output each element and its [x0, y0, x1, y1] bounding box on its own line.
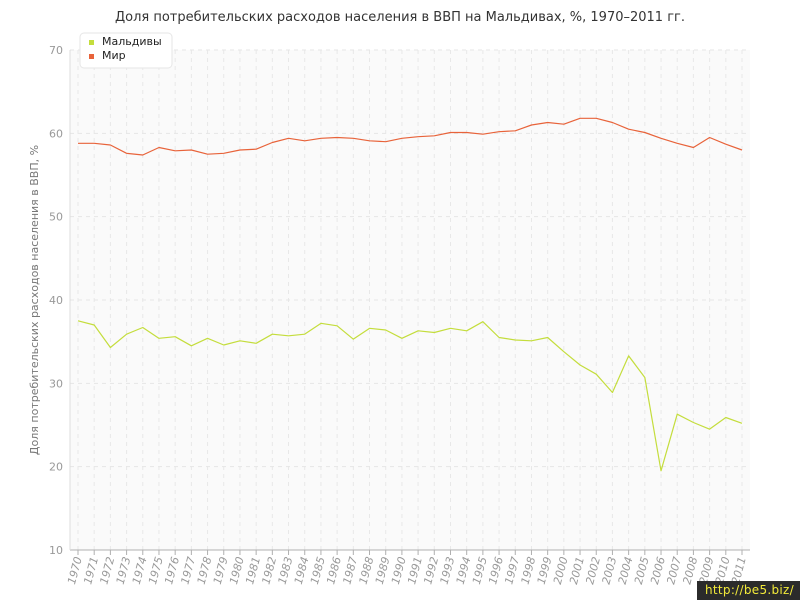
y-tick-label: 40: [49, 294, 63, 307]
legend-label: Мальдивы: [102, 35, 162, 48]
y-tick-label: 70: [49, 44, 63, 57]
chart-title: Доля потребительских расходов населения …: [114, 10, 686, 25]
series-line-Мальдивы: [77, 320, 743, 472]
legend-swatch: [89, 40, 94, 45]
legend-swatch: [89, 54, 94, 59]
y-axis-label: Доля потребительских расходов населения …: [28, 145, 41, 455]
legend-box: [79, 32, 173, 69]
y-axis-ticks: 10 20 30 40 50 60 70: [49, 44, 63, 557]
series-line-Мир: [78, 117, 743, 156]
horizontal-gridlines: [70, 49, 750, 468]
x-axis-ticks: 1970197119721973197419751976197719781979…: [65, 550, 749, 586]
y-tick-label: 60: [49, 127, 63, 140]
y-tick-label: 10: [49, 544, 63, 557]
series-group: [77, 117, 743, 472]
y-tick-label: 20: [49, 461, 63, 474]
y-tick-label: 30: [49, 377, 63, 390]
legend-label: Мир: [102, 49, 126, 62]
y-tick-label: 50: [49, 211, 63, 224]
watermark[interactable]: http://be5.biz/: [696, 581, 800, 600]
